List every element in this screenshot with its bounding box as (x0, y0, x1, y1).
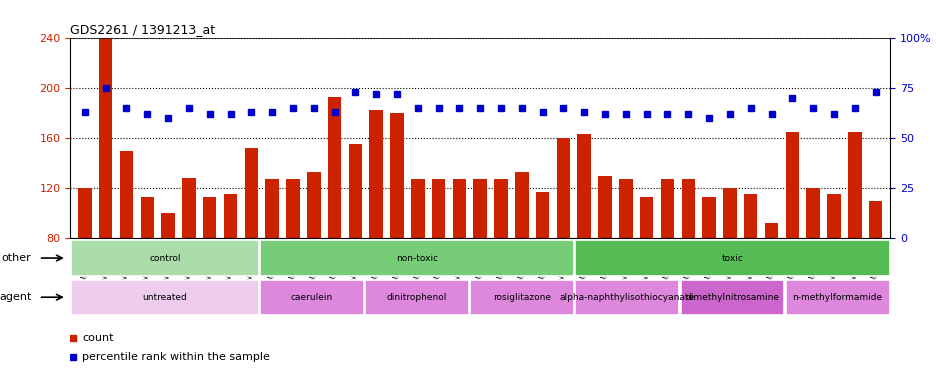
Bar (473, 179, 487, 338)
Bar (260, 280, 363, 315)
Text: dinitrophenol: dinitrophenol (387, 293, 446, 302)
Text: percentile rank within the sample: percentile rank within the sample (81, 352, 270, 362)
Bar (723, 188, 736, 338)
Bar (260, 240, 574, 276)
Text: dimethylnitrosamine: dimethylnitrosamine (685, 293, 779, 302)
Bar (452, 179, 466, 338)
Bar (328, 97, 341, 338)
Bar (71, 280, 258, 315)
Bar (680, 280, 783, 315)
Bar (431, 179, 445, 338)
Bar (224, 194, 237, 338)
Text: agent: agent (0, 292, 32, 302)
Bar (847, 132, 860, 338)
Bar (639, 197, 652, 338)
Text: alpha-naphthylisothiocyanate: alpha-naphthylisothiocyanate (559, 293, 695, 302)
Bar (784, 132, 798, 338)
Bar (575, 280, 679, 315)
Bar (470, 280, 574, 315)
Text: n-methylformamide: n-methylformamide (792, 293, 882, 302)
Bar (764, 223, 778, 338)
Bar (161, 213, 175, 338)
Bar (71, 240, 258, 276)
Text: toxic: toxic (721, 253, 742, 263)
Bar (743, 194, 756, 338)
Bar (285, 179, 300, 338)
Bar (535, 192, 548, 338)
Bar (99, 38, 112, 338)
Bar (575, 240, 888, 276)
Bar (619, 179, 632, 338)
Bar (389, 113, 403, 338)
Bar (493, 179, 507, 338)
Bar (182, 178, 196, 338)
Bar (411, 179, 424, 338)
Bar (244, 148, 257, 338)
Bar (140, 197, 154, 338)
Bar (598, 175, 611, 338)
Bar (660, 179, 674, 338)
Bar (265, 179, 279, 338)
Bar (120, 151, 133, 338)
Text: rosiglitazone: rosiglitazone (492, 293, 550, 302)
Bar (307, 172, 320, 338)
Bar (826, 194, 840, 338)
Text: GDS2261 / 1391213_at: GDS2261 / 1391213_at (70, 23, 215, 36)
Bar (78, 188, 92, 338)
Bar (868, 200, 882, 338)
Bar (556, 138, 570, 338)
Bar (702, 197, 715, 338)
Bar (369, 109, 383, 338)
Text: caerulein: caerulein (290, 293, 333, 302)
Bar (680, 179, 695, 338)
Bar (784, 280, 888, 315)
Text: non-toxic: non-toxic (396, 253, 438, 263)
Bar (515, 172, 528, 338)
Text: control: control (149, 253, 181, 263)
Text: untreated: untreated (142, 293, 187, 302)
Text: count: count (81, 333, 113, 343)
Bar (203, 197, 216, 338)
Bar (348, 144, 361, 338)
Bar (577, 134, 591, 338)
Text: other: other (2, 253, 32, 263)
Bar (806, 188, 819, 338)
Bar (365, 280, 469, 315)
